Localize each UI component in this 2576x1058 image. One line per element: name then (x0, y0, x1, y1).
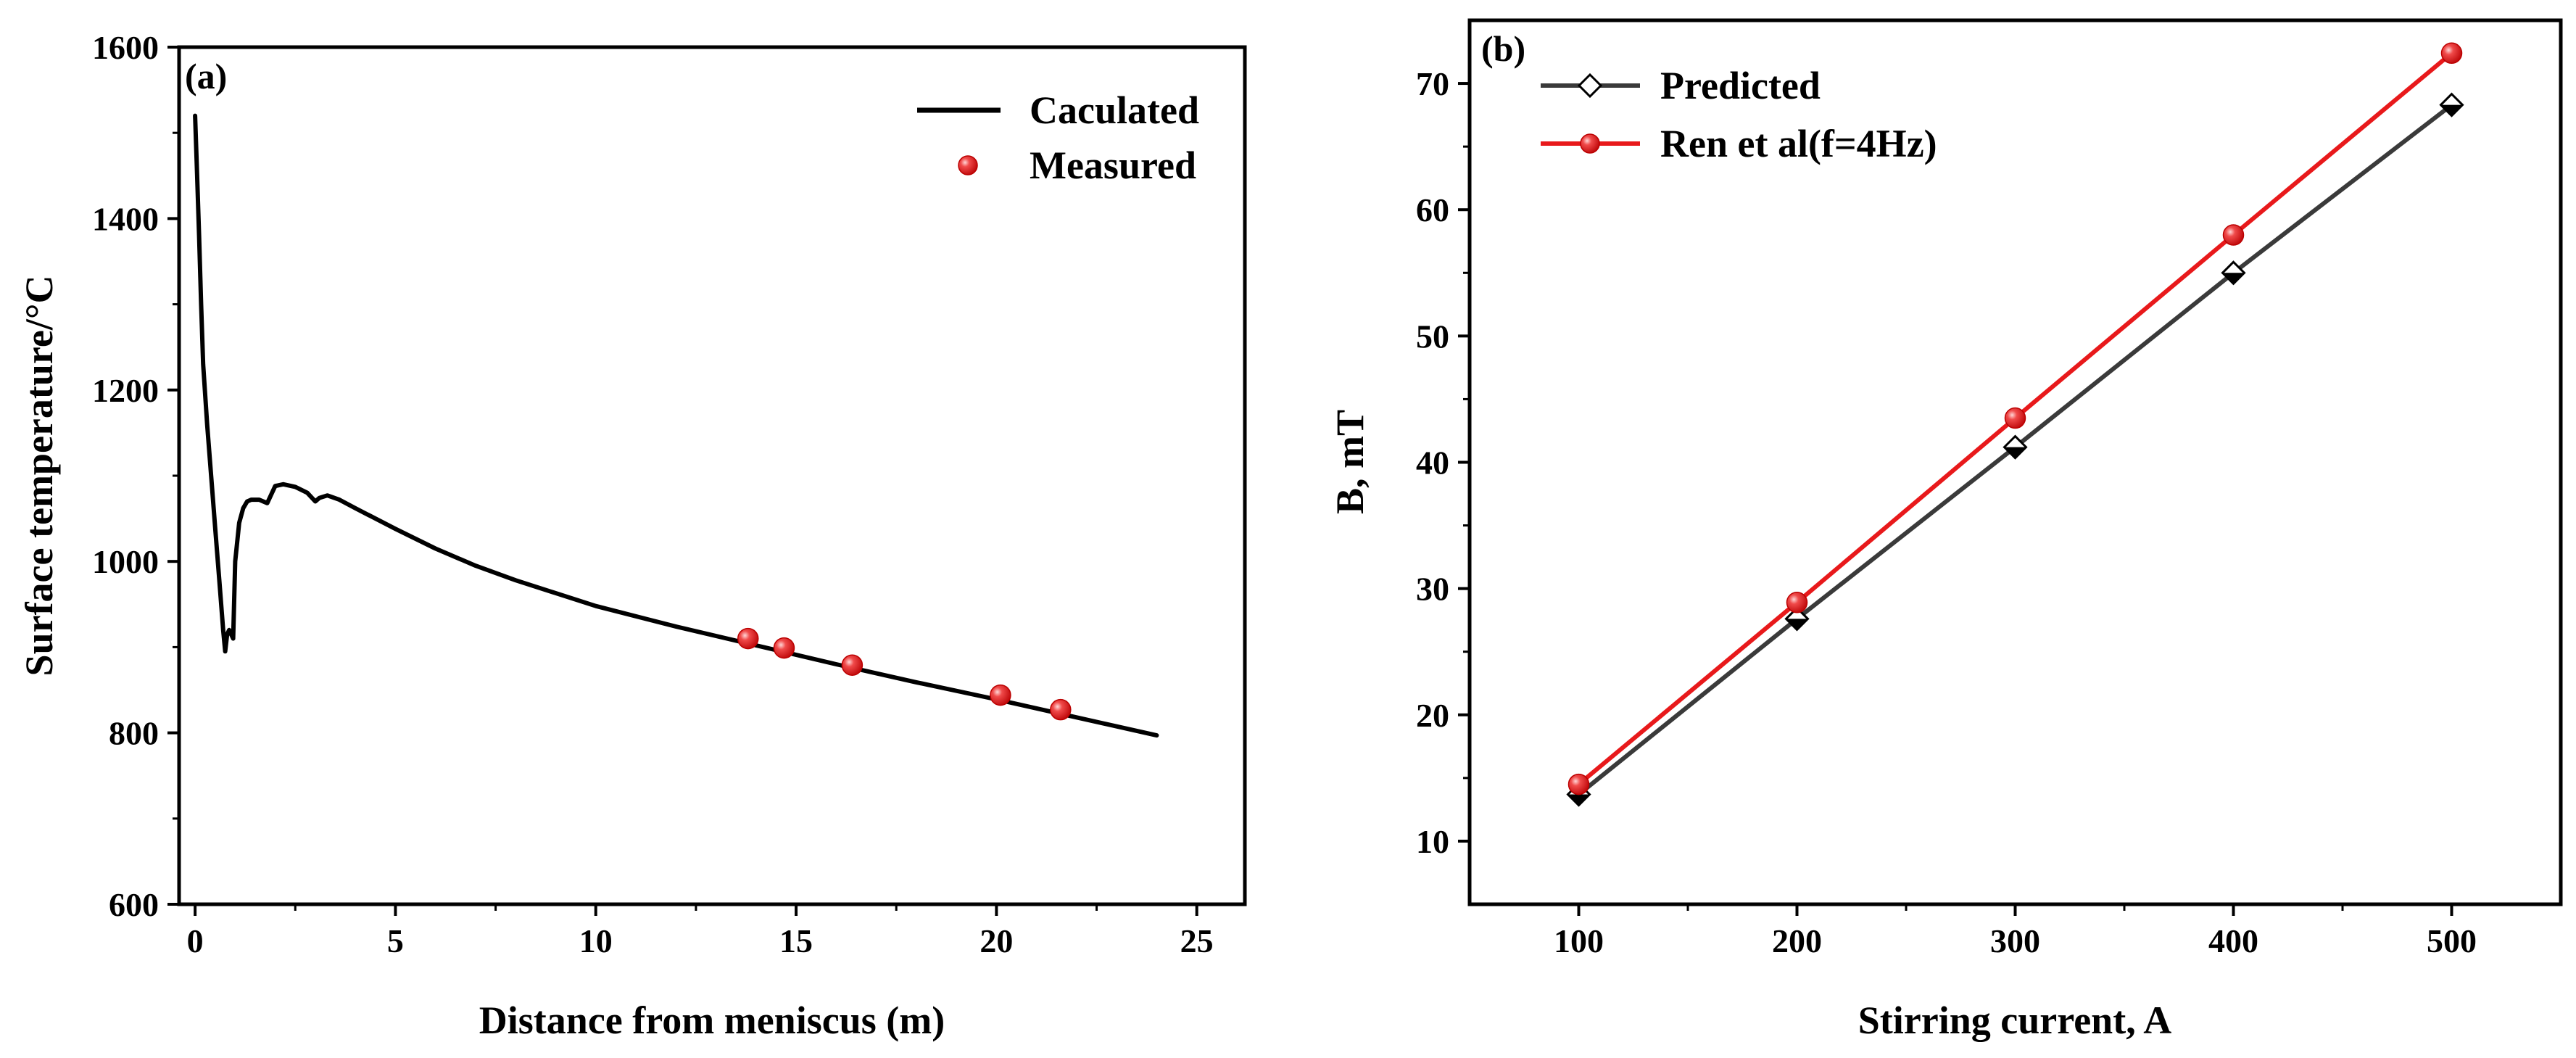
chart-panel-b: 100 200 300 400 500 10 20 30 40 50 60 70 (b) Predic… (1328, 18, 2563, 1042)
x-tick-label: 100 (1554, 922, 1604, 959)
panel-label-a: (a) (185, 56, 227, 96)
y-axis-label-a: Surface temperature/°C (17, 276, 61, 677)
chart-panel-a: 0 5 10 15 20 25 600 800 1000 1200 1400 1600 (a) Cac… (17, 29, 1247, 1042)
legend-a: Caculated Measured (917, 88, 1199, 187)
y-tick-label: 800 (109, 715, 159, 752)
panel-label-b: (b) (1481, 28, 1525, 69)
series-line-caculated (193, 113, 1159, 738)
data-point-ren (1786, 592, 1808, 613)
legend-label-predicted: Predicted (1660, 64, 1821, 107)
data-point-measured (773, 637, 795, 659)
x-tick-label: 15 (779, 922, 813, 959)
data-point-ren (2222, 224, 2245, 246)
data-point-predicted-fill (2440, 104, 2463, 116)
data-point-measured (841, 654, 864, 676)
y-tick-label: 30 (1416, 571, 1449, 608)
x-tick-label: 20 (980, 922, 1013, 959)
data-point-measured (737, 627, 759, 650)
y-tick-label: 1400 (92, 200, 159, 237)
legend-b: Predicted Ren et al(f=4Hz) (1541, 64, 1937, 165)
axis-ticks-a: 0 5 10 15 20 25 600 800 1000 1200 1400 1600 (92, 29, 1214, 959)
x-tick-label: 400 (2208, 922, 2258, 959)
y-tick-label: 50 (1416, 318, 1449, 355)
data-point-predicted-fill (1567, 794, 1590, 806)
x-tick-label: 300 (1990, 922, 2040, 959)
axes-frame-b (1467, 18, 2563, 906)
data-point-ren (2440, 42, 2463, 65)
y-tick-label: 20 (1416, 697, 1449, 734)
y-tick-label: 70 (1416, 65, 1449, 102)
y-tick-label: 1200 (92, 372, 159, 409)
x-axis-label-b: Stirring current, A (1858, 999, 2171, 1042)
plot-area-b (1566, 42, 2464, 807)
data-point-predicted-fill (1786, 619, 1808, 630)
data-point-measured (990, 684, 1011, 706)
x-tick-label: 200 (1772, 922, 1822, 959)
legend-marker-measured (958, 155, 978, 175)
x-tick-label: 25 (1180, 922, 1214, 959)
plot-area-a (193, 113, 1159, 738)
x-tick-label: 0 (187, 922, 204, 959)
x-tick-label: 10 (579, 922, 613, 959)
legend-marker-predicted (1577, 73, 1603, 99)
data-point-measured (1050, 698, 1072, 721)
y-tick-label: 40 (1416, 445, 1449, 482)
y-tick-label: 1000 (92, 543, 159, 580)
data-point-ren (2004, 407, 2026, 429)
legend-label-measured: Measured (1030, 144, 1196, 187)
data-point-ren (1567, 773, 1590, 795)
x-axis-label-a: Distance from meniscus (m) (479, 999, 945, 1042)
y-tick-label: 10 (1416, 823, 1449, 860)
y-tick-label: 1600 (92, 29, 159, 66)
y-tick-label: 60 (1416, 191, 1449, 228)
legend-label-caculated: Caculated (1030, 88, 1199, 132)
y-axis-label-b: B, mT (1328, 410, 1372, 514)
data-point-predicted-fill (2222, 273, 2245, 284)
legend-label-ren: Ren et al(f=4Hz) (1660, 122, 1937, 165)
y-tick-label: 600 (109, 886, 159, 923)
x-tick-label: 500 (2427, 922, 2477, 959)
axis-ticks-b: 100 200 300 400 500 10 20 30 40 50 60 70 (1416, 65, 2477, 959)
data-point-predicted-fill (2004, 447, 2026, 458)
legend-marker-ren (1580, 133, 1600, 154)
x-tick-label: 5 (387, 922, 404, 959)
